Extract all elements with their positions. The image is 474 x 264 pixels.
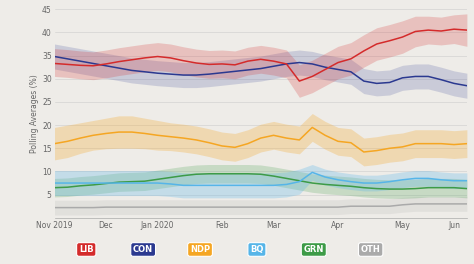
Text: GRN: GRN: [304, 245, 324, 254]
Text: OTH: OTH: [361, 245, 381, 254]
Text: CON: CON: [133, 245, 153, 254]
Text: BQ: BQ: [250, 245, 264, 254]
Text: NDP: NDP: [190, 245, 210, 254]
Text: LIB: LIB: [79, 245, 93, 254]
Y-axis label: Polling Averages (%): Polling Averages (%): [30, 74, 39, 153]
